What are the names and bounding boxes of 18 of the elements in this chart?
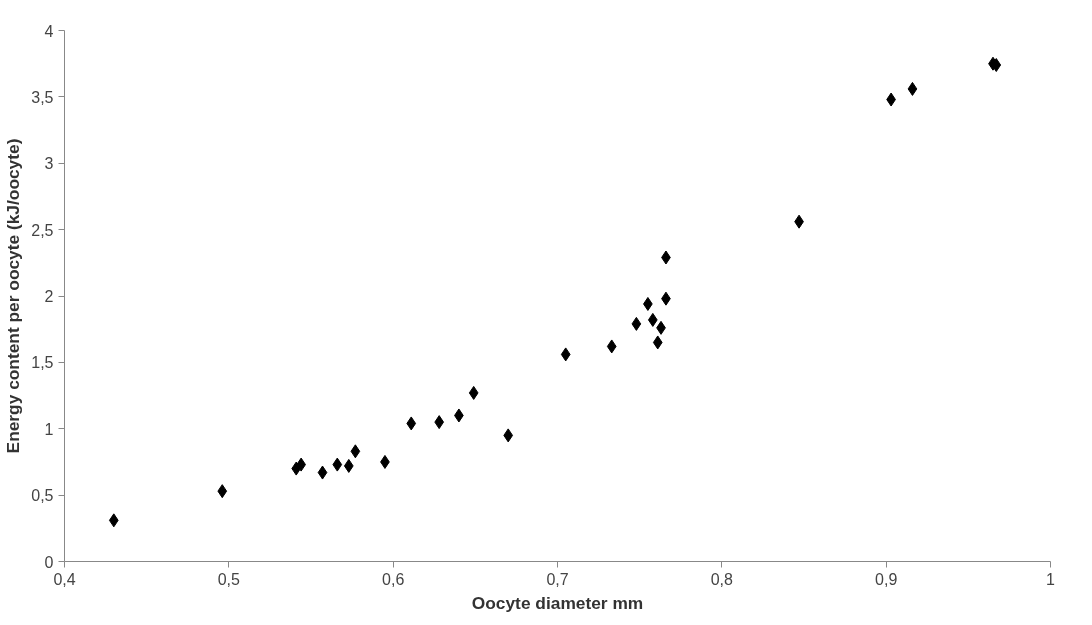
x-tick-label: 0,8 <box>710 570 734 588</box>
y-tick-label: 0 <box>44 553 54 571</box>
y-tick-label: 1,5 <box>31 354 54 372</box>
y-tick-label: 2 <box>44 288 54 305</box>
x-tick-label: 1 <box>1046 570 1056 588</box>
y-tick-label: 3 <box>44 155 54 173</box>
y-tick-label: 4 <box>44 22 54 40</box>
x-axis-title: Oocyte diameter mm <box>471 592 644 613</box>
x-tick-label: 0,9 <box>875 570 898 588</box>
y-tick-label: 0,5 <box>31 487 54 505</box>
x-tick-label: 0,4 <box>53 570 76 588</box>
y-tick-label: 2,5 <box>31 221 54 239</box>
x-tick-label: 0,7 <box>546 570 569 588</box>
x-tick-label: 0,5 <box>217 570 241 588</box>
x-tick-label: 0,6 <box>382 570 405 588</box>
y-tick-label: 3,5 <box>31 88 54 106</box>
y-tick-label: 1 <box>44 420 54 438</box>
y-axis-title: Energy content per oocyte (kJ/oocyte) <box>3 138 24 454</box>
